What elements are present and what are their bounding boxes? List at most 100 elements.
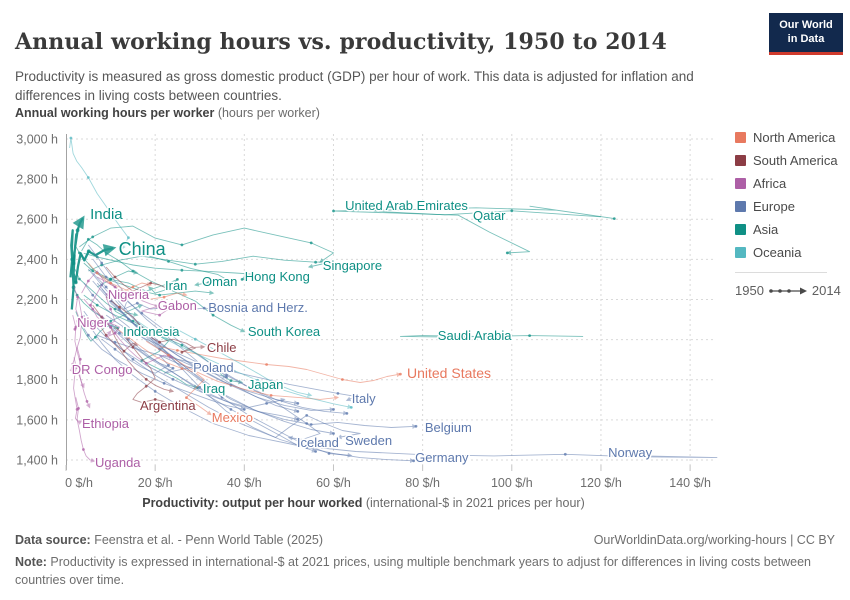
series-philippines[interactable] bbox=[74, 268, 143, 314]
country-label-niger[interactable]: Niger bbox=[76, 314, 111, 332]
series-costa-rica[interactable] bbox=[101, 274, 188, 300]
country-label-argentina[interactable]: Argentina bbox=[139, 397, 198, 415]
country-label-united-arab-emirates[interactable]: United Arab Emirates bbox=[344, 197, 470, 215]
data-point bbox=[126, 335, 130, 339]
x-tick-label: 40 $/h bbox=[227, 476, 262, 490]
series-uganda[interactable] bbox=[75, 397, 96, 463]
data-point bbox=[91, 269, 95, 273]
legend-item-north-america[interactable]: North America bbox=[735, 130, 847, 145]
data-point bbox=[332, 408, 335, 411]
series-south-africa[interactable] bbox=[101, 314, 175, 364]
series-argentina[interactable] bbox=[123, 334, 165, 407]
data-point bbox=[135, 301, 139, 305]
series-germany[interactable] bbox=[92, 272, 415, 464]
country-label-sweden[interactable]: Sweden bbox=[344, 432, 394, 450]
legend-item-south-america[interactable]: South America bbox=[735, 153, 847, 168]
series-iran[interactable] bbox=[96, 278, 178, 294]
series-kenya[interactable] bbox=[76, 347, 91, 409]
data-point bbox=[202, 306, 206, 310]
series-hong-kong[interactable] bbox=[83, 252, 254, 281]
country-label-iraq[interactable]: Iraq bbox=[201, 380, 226, 398]
country-label-iceland[interactable]: Iceland bbox=[295, 434, 340, 452]
series-finland[interactable] bbox=[96, 312, 300, 422]
series-denmark[interactable] bbox=[110, 322, 317, 453]
series-norway[interactable] bbox=[83, 314, 718, 459]
x-axis-title-bold: Productivity: output per hour worked bbox=[142, 496, 363, 510]
data-point bbox=[109, 325, 112, 329]
series-peru[interactable] bbox=[92, 304, 139, 352]
series-france[interactable] bbox=[92, 280, 335, 436]
series-portugal[interactable] bbox=[79, 320, 246, 412]
country-label-italy[interactable]: Italy bbox=[350, 390, 377, 408]
country-label-uganda[interactable]: Uganda bbox=[94, 454, 143, 472]
series-sweden[interactable] bbox=[114, 342, 361, 440]
y-axis-title: Annual working hours per worker (hours p… bbox=[15, 106, 320, 120]
series-united-states[interactable] bbox=[159, 345, 402, 383]
country-label-mexico[interactable]: Mexico bbox=[210, 409, 254, 427]
legend-item-asia[interactable]: Asia bbox=[735, 222, 847, 237]
country-label-oman[interactable]: Oman bbox=[201, 273, 239, 291]
legend-item-europe[interactable]: Europe bbox=[735, 199, 847, 214]
country-label-bosnia-and-herz[interactable]: Bosnia and Herz. bbox=[207, 298, 310, 316]
data-point bbox=[234, 420, 237, 423]
country-label-belgium[interactable]: Belgium bbox=[423, 419, 473, 437]
country-label-japan[interactable]: Japan bbox=[246, 375, 284, 393]
country-label-poland[interactable]: Poland bbox=[192, 359, 235, 377]
country-label-germany[interactable]: Germany bbox=[414, 449, 471, 467]
owid-logo[interactable]: Our World in Data bbox=[769, 13, 843, 55]
data-point bbox=[86, 176, 90, 179]
series-singapore[interactable] bbox=[88, 255, 334, 272]
country-label-india[interactable]: India bbox=[89, 204, 125, 224]
data-source-label: Data source: bbox=[15, 533, 91, 547]
series-gabon[interactable] bbox=[96, 276, 169, 316]
legend-swatch-europe bbox=[735, 201, 746, 212]
series-switzerland[interactable] bbox=[119, 294, 349, 416]
legend-swatch-north-america bbox=[735, 132, 746, 143]
country-label-qatar[interactable]: Qatar bbox=[472, 207, 508, 225]
series-taiwan[interactable] bbox=[79, 225, 334, 263]
series-united-arab-emirates[interactable] bbox=[345, 206, 602, 218]
country-label-united-states[interactable]: United States bbox=[406, 364, 493, 383]
series-nigeria[interactable] bbox=[81, 270, 116, 326]
series-turkey[interactable] bbox=[83, 282, 228, 379]
series-mexico[interactable] bbox=[114, 326, 212, 416]
series-china[interactable] bbox=[70, 243, 117, 310]
country-label-iran[interactable]: Iran bbox=[164, 277, 189, 295]
series-new-zealand[interactable] bbox=[172, 326, 313, 398]
data-point bbox=[158, 293, 162, 297]
country-label-chile[interactable]: Chile bbox=[205, 339, 238, 357]
series-united-kingdom[interactable] bbox=[110, 302, 335, 413]
series-ghana[interactable] bbox=[83, 298, 120, 338]
data-point bbox=[91, 307, 95, 311]
series-brazil[interactable] bbox=[96, 320, 175, 393]
series-south-korea[interactable] bbox=[81, 238, 246, 333]
y-tick-label: 1,800 h bbox=[16, 373, 58, 387]
series-niger[interactable] bbox=[73, 286, 81, 330]
data-point bbox=[185, 396, 188, 399]
series-spain[interactable] bbox=[87, 268, 300, 406]
country-label-nigeria[interactable]: Nigeria bbox=[106, 286, 151, 304]
country-label-hong-kong[interactable]: Hong Kong bbox=[243, 268, 311, 286]
series-dr-congo[interactable] bbox=[69, 297, 83, 374]
country-label-norway[interactable]: Norway bbox=[607, 444, 655, 462]
data-point bbox=[71, 362, 75, 366]
country-label-saudi-arabia[interactable]: Saudi Arabia bbox=[436, 327, 513, 345]
legend-item-oceania[interactable]: Oceania bbox=[735, 245, 847, 260]
data-point bbox=[73, 280, 78, 285]
series-colombia[interactable] bbox=[105, 266, 170, 292]
series-chile[interactable] bbox=[105, 296, 206, 353]
country-label-gabon[interactable]: Gabon bbox=[156, 296, 198, 314]
country-label-ethiopia[interactable]: Ethiopia bbox=[81, 415, 132, 433]
country-label-china[interactable]: China bbox=[117, 237, 168, 260]
data-point bbox=[180, 350, 184, 354]
data-point bbox=[113, 285, 117, 289]
country-label-indonesia[interactable]: Indonesia bbox=[122, 323, 182, 341]
footer-note-label: Note: bbox=[15, 555, 47, 569]
legend-item-africa[interactable]: Africa bbox=[735, 176, 847, 191]
country-label-dr-congo[interactable]: DR Congo bbox=[70, 361, 134, 379]
country-label-singapore[interactable]: Singapore bbox=[321, 257, 383, 275]
data-point bbox=[86, 249, 91, 254]
country-label-south-korea[interactable]: South Korea bbox=[246, 323, 322, 341]
footer-link[interactable]: OurWorldinData.org/working-hours | CC BY bbox=[593, 533, 835, 547]
series-australia[interactable] bbox=[137, 320, 353, 410]
